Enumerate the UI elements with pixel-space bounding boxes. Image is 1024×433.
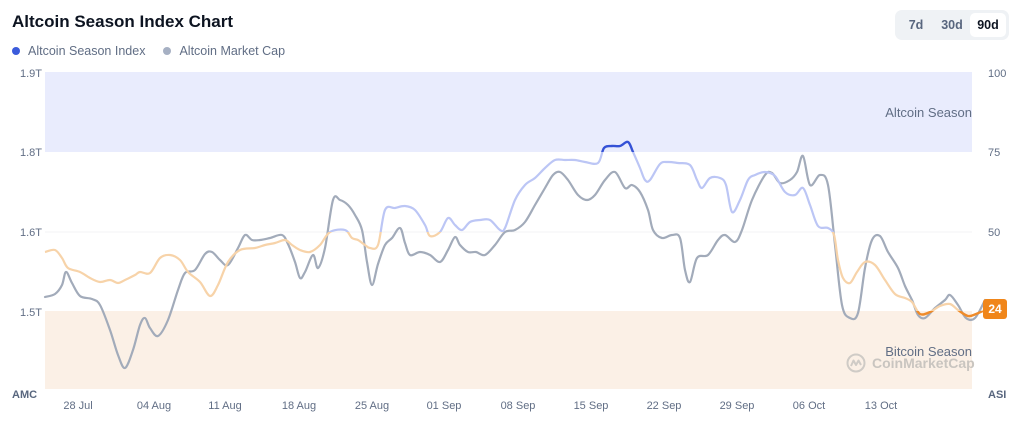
x-tick-label: 15 Sep [573,400,609,412]
legend-dot-icon [12,47,20,55]
x-tick-label: 18 Aug [281,400,317,412]
legend-item-amc[interactable]: Altcoin Market Cap [163,44,285,58]
altcoin-season-band [45,72,972,152]
left-tick-label: 1.9T [19,68,42,80]
time-range-selector: 7d 30d 90d [895,10,1009,40]
left-tick-label: 1.6T [19,227,42,239]
right-tick-label: 50 [988,227,1001,239]
coinmarketcap-logo-icon [846,353,866,373]
legend-item-asi[interactable]: Altcoin Season Index [12,44,145,58]
bitcoin-season-label: Bitcoin Season [885,344,972,359]
chart-legend: Altcoin Season Index Altcoin Market Cap [12,44,285,58]
right-tick-label: 100 [988,68,1007,80]
coinmarketcap-watermark: CoinMarketCap [846,353,975,373]
current-asi-badge: 24 [983,299,1007,319]
x-tick-label: 13 Oct [864,400,898,412]
amc-line [43,154,987,370]
right-axis-name: ASI [988,389,1007,401]
x-tick-label: 01 Sep [426,400,462,412]
x-tick-label: 29 Sep [719,400,755,412]
altcoin-season-label: Altcoin Season [885,105,972,120]
x-tick-label: 08 Sep [500,400,536,412]
range-button-30d[interactable]: 30d [941,18,963,32]
right-tick-label: 75 [988,147,1001,159]
chart-title: Altcoin Season Index Chart [12,12,234,31]
bitcoin-season-band [45,311,972,389]
left-axis-name: AMC [12,389,38,401]
left-tick-label: 1.5T [19,307,42,319]
x-tick-label: 22 Sep [646,400,682,412]
legend-label: Altcoin Market Cap [179,44,286,58]
asi-line [44,140,986,318]
watermark-text: CoinMarketCap [872,355,975,371]
x-tick-label: 04 Aug [136,400,172,412]
x-tick-label: 25 Aug [354,400,390,412]
legend-dot-icon [163,47,172,55]
range-button-7d[interactable]: 7d [908,18,924,32]
left-tick-label: 1.8T [19,147,42,159]
x-tick-label: 06 Oct [792,400,826,412]
x-tick-label: 28 Jul [63,400,93,412]
legend-label: Altcoin Season Index [28,44,146,58]
range-button-90d[interactable]: 90d [970,13,1006,37]
x-tick-label: 11 Aug [208,400,242,412]
